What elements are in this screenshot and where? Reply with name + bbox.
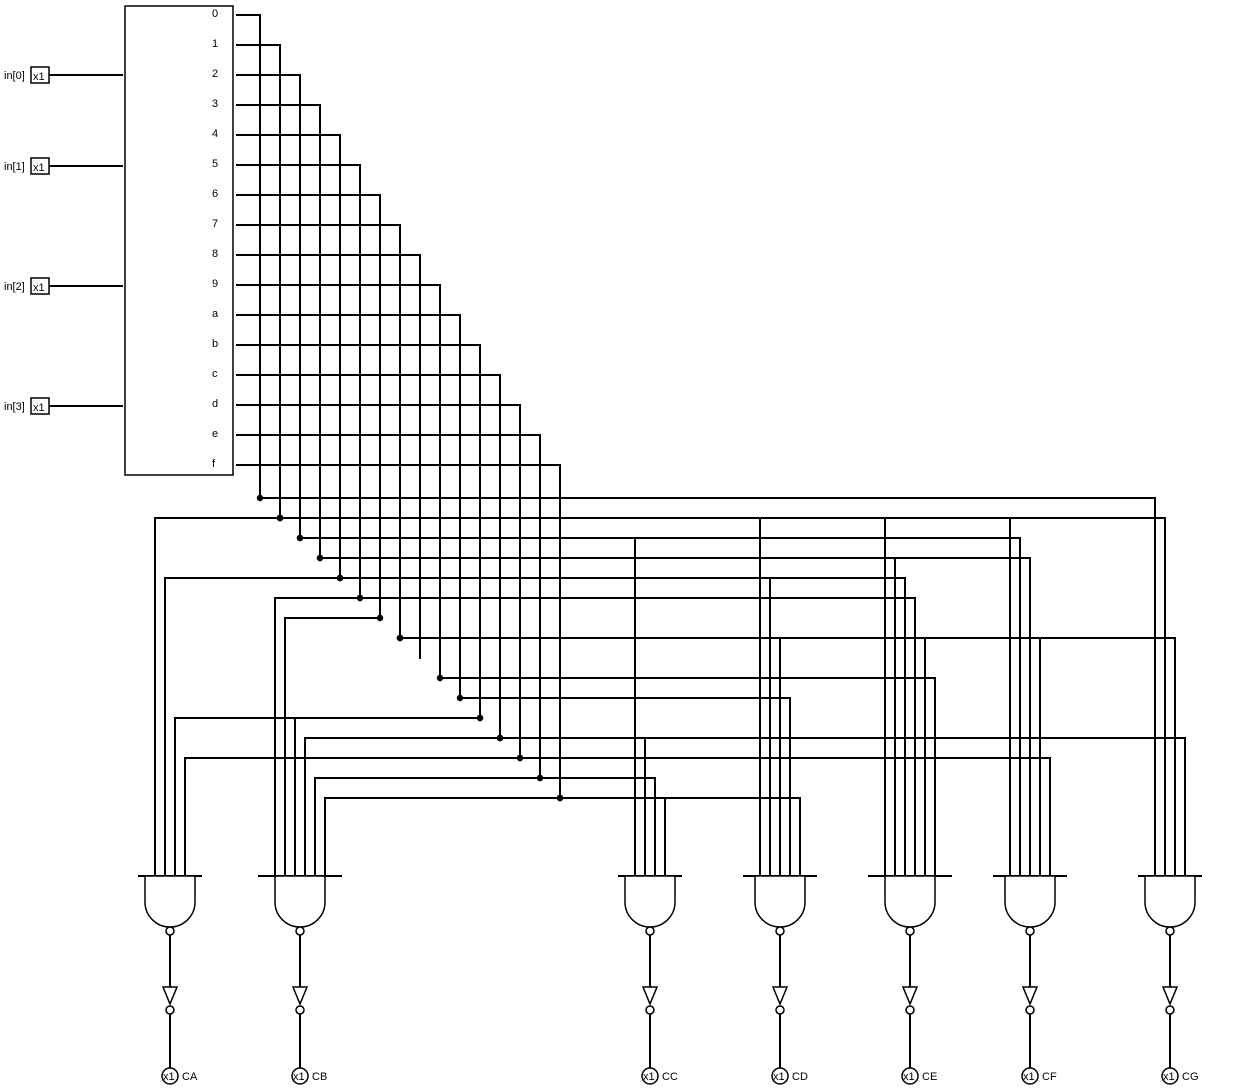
input-pin-width: x1 bbox=[33, 402, 45, 414]
not-bubble bbox=[1165, 1005, 1175, 1015]
and-gate bbox=[884, 875, 936, 928]
output-pin bbox=[291, 1067, 309, 1085]
input-label: in[0] bbox=[4, 70, 25, 82]
decoder-output-label-7: 7 bbox=[212, 218, 218, 230]
junction-dot bbox=[316, 554, 324, 562]
junction-dot bbox=[356, 594, 364, 602]
output-pin-width: x1 bbox=[643, 1071, 655, 1083]
invert-bubble bbox=[905, 926, 915, 936]
junction-dot bbox=[296, 534, 304, 542]
input-pin-width: x1 bbox=[33, 71, 45, 83]
output-label: CD bbox=[792, 1071, 808, 1083]
output-pin-width: x1 bbox=[1163, 1071, 1175, 1083]
input-label: in[3] bbox=[4, 401, 25, 413]
input-pin-box bbox=[30, 397, 50, 415]
decoder-block: 0 1 2 3 4 5 6 7 8 9 a b c d e f bbox=[124, 5, 234, 476]
input-pin-width: x1 bbox=[33, 282, 45, 294]
decoder-output-label-c: c bbox=[212, 368, 218, 380]
decoder-output-label-6: 6 bbox=[212, 188, 218, 200]
not-gate bbox=[641, 986, 659, 1006]
invert-bubble bbox=[775, 926, 785, 936]
not-gate bbox=[291, 986, 309, 1006]
and-gate bbox=[1004, 875, 1056, 928]
decoder-output-label-3: 3 bbox=[212, 98, 218, 110]
and-gate bbox=[274, 875, 326, 928]
junction-dot bbox=[436, 674, 444, 682]
invert-bubble bbox=[645, 926, 655, 936]
not-bubble bbox=[905, 1005, 915, 1015]
decoder-output-label-9: 9 bbox=[212, 278, 218, 290]
junction-dot bbox=[476, 714, 484, 722]
junction-dot bbox=[456, 694, 464, 702]
output-label: CG bbox=[1182, 1071, 1199, 1083]
not-gate bbox=[901, 986, 919, 1006]
junction-dot bbox=[276, 514, 284, 522]
not-gate bbox=[1161, 986, 1179, 1006]
wires bbox=[48, 14, 1202, 1069]
output-pin bbox=[1161, 1067, 1179, 1085]
decoder-output-label-0: 0 bbox=[212, 8, 218, 20]
output-pin-width: x1 bbox=[293, 1071, 305, 1083]
junction-dot bbox=[376, 614, 384, 622]
input-label: in[2] bbox=[4, 281, 25, 293]
not-bubble bbox=[295, 1005, 305, 1015]
not-bubble bbox=[775, 1005, 785, 1015]
output-pin-width: x1 bbox=[773, 1071, 785, 1083]
output-pin-width: x1 bbox=[163, 1071, 175, 1083]
input-label: in[1] bbox=[4, 161, 25, 173]
junction-dot bbox=[516, 754, 524, 762]
junction-dot bbox=[256, 494, 264, 502]
not-bubble bbox=[1025, 1005, 1035, 1015]
not-bubble bbox=[165, 1005, 175, 1015]
and-gate bbox=[754, 875, 806, 928]
junctions bbox=[256, 494, 564, 802]
and-gate bbox=[624, 875, 676, 928]
output-label: CF bbox=[1042, 1071, 1057, 1083]
input-pin-box bbox=[30, 277, 50, 295]
invert-bubble bbox=[1165, 926, 1175, 936]
output-pin bbox=[901, 1067, 919, 1085]
invert-bubble bbox=[295, 926, 305, 936]
decoder-output-label-b: b bbox=[212, 338, 218, 350]
and-gate bbox=[1144, 875, 1196, 928]
decoder-output-label-2: 2 bbox=[212, 68, 218, 80]
decoder-output-label-1: 1 bbox=[212, 38, 218, 50]
decoder-output-label-d: d bbox=[212, 398, 218, 410]
output-pin bbox=[771, 1067, 789, 1085]
and-gate bbox=[144, 875, 196, 928]
junction-dot bbox=[496, 734, 504, 742]
output-label: CC bbox=[662, 1071, 678, 1083]
invert-bubble bbox=[165, 926, 175, 936]
gates: x1 CA x1 CB x1 CC x1 CD x1 CE x1 CF x1 CG bbox=[144, 875, 1199, 1085]
junction-dot bbox=[396, 634, 404, 642]
junction-dot bbox=[556, 794, 564, 802]
decoder-output-label-e: e bbox=[212, 428, 218, 440]
pins: in[0] x1 in[1] x1 in[2] x1 in[3] x1 bbox=[4, 66, 50, 415]
input-pin-box bbox=[30, 157, 50, 175]
decoder-box bbox=[124, 5, 234, 476]
junction-dot bbox=[536, 774, 544, 782]
output-label: CA bbox=[182, 1071, 198, 1083]
input-pin-width: x1 bbox=[33, 162, 45, 174]
output-label: CB bbox=[312, 1071, 327, 1083]
output-label: CE bbox=[922, 1071, 937, 1083]
invert-bubble bbox=[1025, 926, 1035, 936]
output-pin-width: x1 bbox=[903, 1071, 915, 1083]
input-pin-box bbox=[30, 66, 50, 84]
output-pin bbox=[161, 1067, 179, 1085]
decoder-output-label-f: f bbox=[212, 458, 216, 470]
not-gate bbox=[161, 986, 179, 1006]
not-bubble bbox=[645, 1005, 655, 1015]
output-pin bbox=[641, 1067, 659, 1085]
not-gate bbox=[1021, 986, 1039, 1006]
decoder-output-label-4: 4 bbox=[212, 128, 218, 140]
junction-dot bbox=[336, 574, 344, 582]
output-pin-width: x1 bbox=[1023, 1071, 1035, 1083]
output-pin bbox=[1021, 1067, 1039, 1085]
decoder-output-label-a: a bbox=[212, 308, 219, 320]
not-gate bbox=[771, 986, 789, 1006]
decoder-output-label-8: 8 bbox=[212, 248, 218, 260]
decoder-output-label-5: 5 bbox=[212, 158, 218, 170]
